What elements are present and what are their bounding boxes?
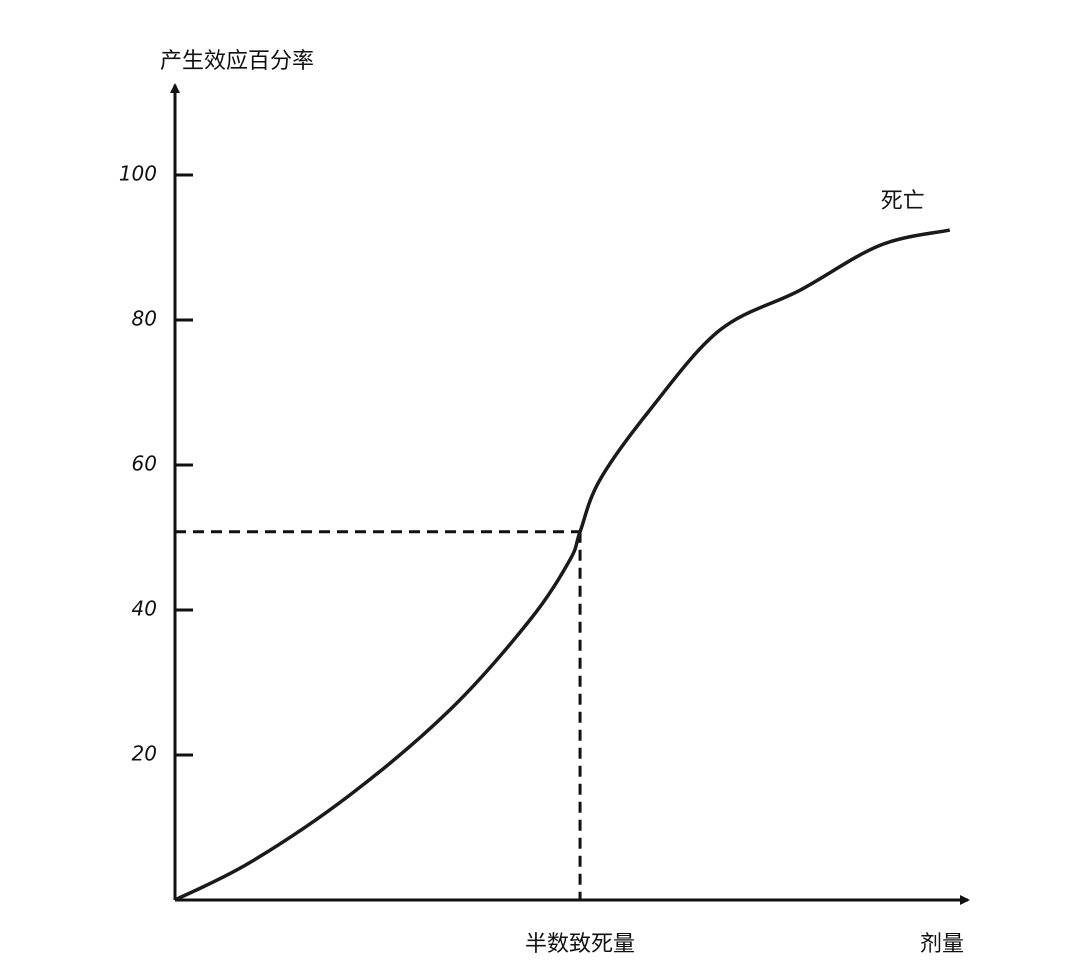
y-tick-label: 20 [132, 742, 157, 766]
y-tick-label: 80 [132, 307, 157, 331]
marker-label: 半数致死量 [525, 932, 635, 957]
y-tick-label: 40 [132, 597, 157, 621]
x-axis-label: 剂量 [920, 932, 964, 957]
y-axis-label: 产生效应百分率 [160, 49, 314, 74]
series-label: 死亡 [881, 189, 925, 214]
y-tick-label: 100 [119, 162, 157, 186]
line-series [174, 228, 951, 902]
y-tick-label: 60 [132, 452, 157, 476]
